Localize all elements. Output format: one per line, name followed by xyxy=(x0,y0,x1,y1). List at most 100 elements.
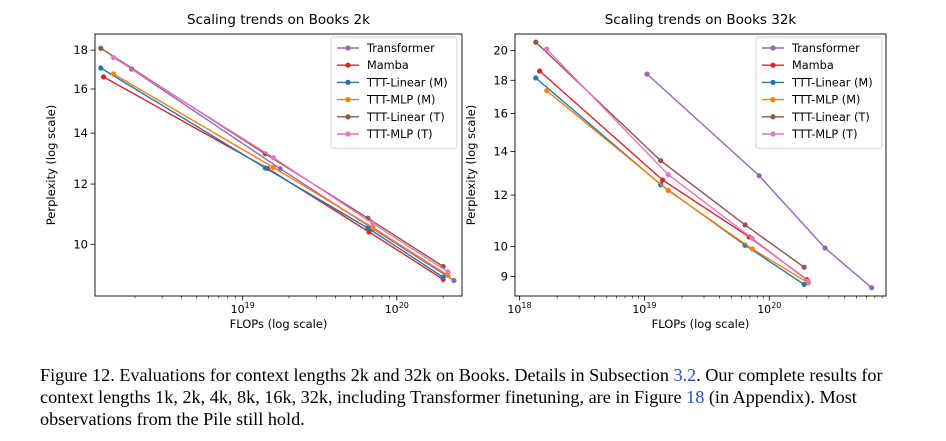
legend-entry: TTT-Linear (M) xyxy=(337,76,448,89)
legend-entry: TTT-MLP (M) xyxy=(762,94,860,107)
legend-label: TTT-MLP (M) xyxy=(791,94,860,107)
data-point xyxy=(100,74,107,80)
data-point xyxy=(262,165,268,171)
y-tick-label: 20 xyxy=(493,43,508,57)
data-point xyxy=(98,65,104,71)
chart-title: Scaling trends on Books 32k xyxy=(605,12,797,28)
legend-swatch-marker xyxy=(345,131,351,137)
data-point xyxy=(660,177,666,183)
y-axis-label: Perplexity (log scale) xyxy=(464,105,478,225)
legend-entry: TTT-Linear (T) xyxy=(762,111,870,124)
legend-label: Mamba xyxy=(792,59,834,72)
data-point xyxy=(365,225,371,231)
legend-label: Mamba xyxy=(367,59,409,72)
data-point xyxy=(749,246,755,252)
legend-label: Transformer xyxy=(791,42,860,55)
legend-entry: TTT-MLP (M) xyxy=(337,94,435,107)
legend: Transformer Mamba TTT-Linear (M) TTT-MLP (M… xyxy=(755,36,883,149)
series-line xyxy=(100,67,444,278)
chart-title: Scaling trends on Books 2k xyxy=(187,12,370,28)
y-tick-label: 9 xyxy=(501,269,508,283)
legend: Transformer Mamba TTT-Linear (M) TTT-MLP (M… xyxy=(330,36,458,149)
series-line xyxy=(546,48,809,282)
data-point xyxy=(665,171,671,178)
legend-box xyxy=(755,36,883,149)
legend-label: TTT-MLP (T) xyxy=(366,128,433,141)
caption-link-subsection[interactable]: 3.2 xyxy=(673,365,697,385)
series-ttt-linear-m xyxy=(98,65,446,280)
data-point xyxy=(98,45,104,51)
series-line xyxy=(546,90,809,284)
chart-1: Scaling trends on Books 2k 1019 1020 10 12 14… xyxy=(44,12,463,331)
y-tick-label: 10 xyxy=(493,240,508,254)
data-point xyxy=(756,173,762,179)
y-tick-label: 18 xyxy=(493,73,508,87)
data-point xyxy=(869,285,875,291)
data-point xyxy=(544,88,550,94)
legend-swatch-marker xyxy=(770,114,776,120)
legend-entry: TTT-MLP (T) xyxy=(337,128,433,141)
series-line xyxy=(113,73,449,276)
legend-label: TTT-MLP (M) xyxy=(366,94,435,107)
series-ttt-mlp-m xyxy=(110,71,451,279)
legend-entry: TTT-Linear (T) xyxy=(337,111,445,124)
legend-swatch-marker xyxy=(345,45,351,51)
y-tick-label: 14 xyxy=(493,144,508,158)
y-tick-label: 12 xyxy=(493,188,508,202)
data-point xyxy=(370,224,376,231)
legend-entry: Transformer xyxy=(762,42,860,55)
data-point xyxy=(533,75,539,81)
legend-label: TTT-Linear (T) xyxy=(791,111,870,124)
legend-entry: Mamba xyxy=(337,59,409,72)
legend-label: TTT-MLP (T) xyxy=(791,128,858,141)
data-point xyxy=(742,222,748,228)
data-point xyxy=(270,164,276,170)
data-point xyxy=(270,155,276,161)
data-point xyxy=(822,245,828,251)
data-point xyxy=(801,264,807,270)
data-point xyxy=(110,54,117,61)
legend-label: Transformer xyxy=(366,42,435,55)
legend-swatch-marker xyxy=(770,97,776,103)
plot-frame xyxy=(514,33,887,297)
caption-text-2: . Our complete results for context lengt… xyxy=(40,365,883,407)
data-point xyxy=(370,220,376,227)
legend-swatch-marker xyxy=(345,97,351,103)
caption-link-figure[interactable]: 18 xyxy=(686,387,705,407)
series-ttt-mlp-t xyxy=(544,46,811,284)
data-point xyxy=(537,68,543,74)
x-axis-label: FLOPs (log scale) xyxy=(230,317,328,331)
data-point xyxy=(110,71,117,77)
x-tick-label: 1020 xyxy=(385,301,409,316)
caption-text-3: (in Appendix). Most observations from th… xyxy=(40,387,857,429)
data-point xyxy=(658,158,664,164)
series-ttt-mlp-t xyxy=(110,54,451,275)
data-point xyxy=(445,269,451,275)
data-point xyxy=(749,235,755,241)
data-point xyxy=(805,278,811,284)
data-point xyxy=(533,39,539,45)
legend-swatch-marker xyxy=(345,79,351,85)
legend-label: TTT-Linear (T) xyxy=(366,111,445,124)
data-point xyxy=(742,242,748,248)
y-tick-label: 12 xyxy=(73,177,88,191)
legend-label: TTT-Linear (M) xyxy=(366,76,448,89)
data-point xyxy=(665,187,671,193)
data-point xyxy=(544,46,550,52)
legend-entry: TTT-Linear (M) xyxy=(762,76,873,89)
figure-caption: Figure 12. Evaluations for context lengt… xyxy=(40,364,920,430)
legend-entry: Mamba xyxy=(762,59,834,72)
data-point xyxy=(451,277,457,284)
series-line xyxy=(103,76,444,280)
legend-swatch-marker xyxy=(770,79,776,85)
caption-text-1: Figure 12. Evaluations for context lengt… xyxy=(40,365,674,385)
series-transformer xyxy=(644,71,875,291)
legend-label: TTT-Linear (M) xyxy=(791,76,873,89)
x-axis-label: FLOPs (log scale) xyxy=(652,317,750,331)
y-tick-label: 10 xyxy=(73,237,88,251)
x-tick-label: 1020 xyxy=(757,301,781,316)
y-tick-label: 18 xyxy=(73,43,88,57)
